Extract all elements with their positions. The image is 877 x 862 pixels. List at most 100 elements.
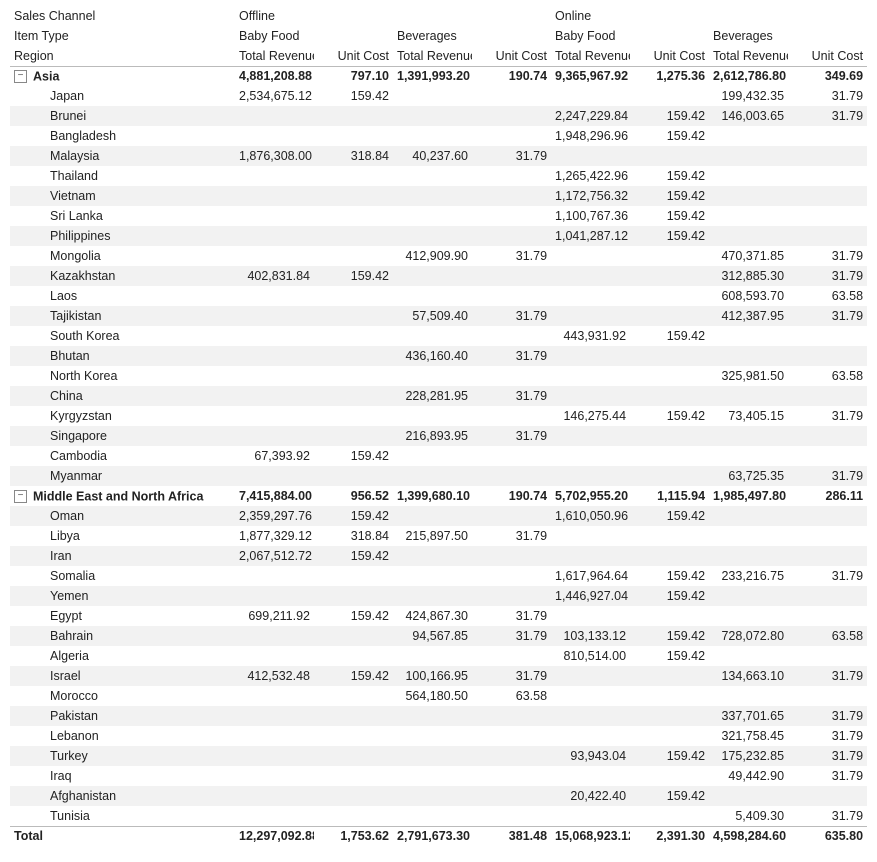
cell-on_bv_rev bbox=[709, 206, 788, 226]
data-row[interactable]: Bahrain94,567.8531.79103,133.12159.42728… bbox=[10, 626, 867, 646]
cell-off_bv_rev bbox=[393, 226, 472, 246]
row-label: South Korea bbox=[10, 326, 235, 346]
data-row[interactable]: Iraq49,442.9031.79 bbox=[10, 766, 867, 786]
cell-off_bf_uc bbox=[314, 746, 393, 766]
data-row[interactable]: Philippines1,041,287.12159.42 bbox=[10, 226, 867, 246]
header-off-beverages[interactable]: Beverages bbox=[393, 26, 551, 46]
cell-on_bf_rev bbox=[551, 546, 630, 566]
data-row[interactable]: Turkey93,943.04159.42175,232.8531.79 bbox=[10, 746, 867, 766]
measure-header[interactable]: Unit Cost bbox=[314, 46, 393, 66]
cell-on_bf_rev bbox=[551, 606, 630, 626]
header-online[interactable]: Online bbox=[551, 6, 867, 26]
data-row[interactable]: Algeria810,514.00159.42 bbox=[10, 646, 867, 666]
cell-off_bf_rev: 402,831.84 bbox=[235, 266, 314, 286]
data-row[interactable]: Israel412,532.48159.42100,166.9531.79134… bbox=[10, 666, 867, 686]
cell-off_bv_rev: 57,509.40 bbox=[393, 306, 472, 326]
cell-on_bf_rev bbox=[551, 526, 630, 546]
data-row[interactable]: Libya1,877,329.12318.84215,897.5031.79 bbox=[10, 526, 867, 546]
cell-off_bv_rev bbox=[393, 726, 472, 746]
header-on-babyfood[interactable]: Baby Food bbox=[551, 26, 709, 46]
dim-sales-channel[interactable]: Sales Channel bbox=[10, 6, 235, 26]
data-row[interactable]: South Korea443,931.92159.42 bbox=[10, 326, 867, 346]
cell-off_bf_rev bbox=[235, 186, 314, 206]
data-row[interactable]: Somalia1,617,964.64159.42233,216.7531.79 bbox=[10, 566, 867, 586]
measure-header[interactable]: Unit Cost bbox=[788, 46, 867, 66]
cell-off_bf_uc bbox=[314, 406, 393, 426]
data-row[interactable]: Vietnam1,172,756.32159.42 bbox=[10, 186, 867, 206]
data-row[interactable]: Pakistan337,701.6531.79 bbox=[10, 706, 867, 726]
dim-item-type[interactable]: Item Type bbox=[10, 26, 235, 46]
data-row[interactable]: Mongolia412,909.9031.79470,371.8531.79 bbox=[10, 246, 867, 266]
cell-on_bf_rev: 1,617,964.64 bbox=[551, 566, 630, 586]
header-on-beverages[interactable]: Beverages bbox=[709, 26, 867, 46]
cell-off_bf_uc bbox=[314, 686, 393, 706]
data-row[interactable]: Laos608,593.7063.58 bbox=[10, 286, 867, 306]
cell-on_bf_rev bbox=[551, 346, 630, 366]
cell-off_bv_uc bbox=[472, 446, 551, 466]
data-row[interactable]: Kazakhstan402,831.84159.42312,885.3031.7… bbox=[10, 266, 867, 286]
group-row[interactable]: −Asia4,881,208.88797.101,391,993.20190.7… bbox=[10, 66, 867, 86]
cell-off_bf_rev bbox=[235, 466, 314, 486]
group-row[interactable]: −Middle East and North Africa7,415,884.0… bbox=[10, 486, 867, 506]
dim-region[interactable]: Region bbox=[10, 46, 235, 66]
cell-off_bf_rev bbox=[235, 226, 314, 246]
data-row[interactable]: Tajikistan57,509.4031.79412,387.9531.79 bbox=[10, 306, 867, 326]
data-row[interactable]: Brunei2,247,229.84159.42146,003.6531.79 bbox=[10, 106, 867, 126]
cell-on_bv_rev: 175,232.85 bbox=[709, 746, 788, 766]
data-row[interactable]: Bhutan436,160.4031.79 bbox=[10, 346, 867, 366]
cell-off_bv_rev bbox=[393, 286, 472, 306]
data-row[interactable]: Thailand1,265,422.96159.42 bbox=[10, 166, 867, 186]
cell-on_bv_rev: 199,432.35 bbox=[709, 86, 788, 106]
data-row[interactable]: Myanmar63,725.3531.79 bbox=[10, 466, 867, 486]
measure-header[interactable]: Total Revenue bbox=[709, 46, 788, 66]
data-row[interactable]: Tunisia5,409.3031.79 bbox=[10, 806, 867, 826]
data-row[interactable]: Japan2,534,675.12159.42199,432.3531.79 bbox=[10, 86, 867, 106]
cell-off_bv_rev bbox=[393, 466, 472, 486]
cell-on_bf_uc: 159.42 bbox=[630, 746, 709, 766]
cell-on_bv_rev: 233,216.75 bbox=[709, 566, 788, 586]
header-offline[interactable]: Offline bbox=[235, 6, 551, 26]
data-row[interactable]: Singapore216,893.9531.79 bbox=[10, 426, 867, 446]
cell-off_bv_uc: 31.79 bbox=[472, 346, 551, 366]
row-label: Oman bbox=[10, 506, 235, 526]
cell-off_bv_uc bbox=[472, 126, 551, 146]
measure-header[interactable]: Total Revenue bbox=[393, 46, 472, 66]
data-row[interactable]: Lebanon321,758.4531.79 bbox=[10, 726, 867, 746]
cell-off_bv_rev: 1,399,680.10 bbox=[393, 486, 472, 506]
data-row[interactable]: Cambodia67,393.92159.42 bbox=[10, 446, 867, 466]
cell-on_bv_rev: 470,371.85 bbox=[709, 246, 788, 266]
data-row[interactable]: Yemen1,446,927.04159.42 bbox=[10, 586, 867, 606]
cell-on_bf_rev bbox=[551, 286, 630, 306]
data-row[interactable]: Afghanistan20,422.40159.42 bbox=[10, 786, 867, 806]
data-row[interactable]: Bangladesh1,948,296.96159.42 bbox=[10, 126, 867, 146]
cell-off_bv_rev bbox=[393, 86, 472, 106]
collapse-icon[interactable]: − bbox=[14, 70, 27, 83]
data-row[interactable]: Kyrgyzstan146,275.44159.4273,405.1531.79 bbox=[10, 406, 867, 426]
data-row[interactable]: Egypt699,211.92159.42424,867.3031.79 bbox=[10, 606, 867, 626]
row-label: Iraq bbox=[10, 766, 235, 786]
cell-off_bv_rev bbox=[393, 706, 472, 726]
cell-on_bv_uc: 286.11 bbox=[788, 486, 867, 506]
data-row[interactable]: Iran2,067,512.72159.42 bbox=[10, 546, 867, 566]
cell-off_bf_uc bbox=[314, 126, 393, 146]
data-row[interactable]: Morocco564,180.5063.58 bbox=[10, 686, 867, 706]
measure-header[interactable]: Unit Cost bbox=[630, 46, 709, 66]
cell-on_bv_rev bbox=[709, 786, 788, 806]
data-row[interactable]: Oman2,359,297.76159.421,610,050.96159.42 bbox=[10, 506, 867, 526]
cell-on_bv_uc bbox=[788, 686, 867, 706]
cell-off_bf_rev bbox=[235, 386, 314, 406]
data-row[interactable]: Malaysia1,876,308.00318.8440,237.6031.79 bbox=[10, 146, 867, 166]
cell-on_bv_uc: 63.58 bbox=[788, 286, 867, 306]
cell-off_bf_uc bbox=[314, 386, 393, 406]
measure-header[interactable]: Total Revenue bbox=[235, 46, 314, 66]
measure-header[interactable]: Unit Cost bbox=[472, 46, 551, 66]
header-off-babyfood[interactable]: Baby Food bbox=[235, 26, 393, 46]
cell-off_bf_rev: 2,534,675.12 bbox=[235, 86, 314, 106]
collapse-icon[interactable]: − bbox=[14, 490, 27, 503]
cell-off_bf_uc: 956.52 bbox=[314, 486, 393, 506]
data-row[interactable]: North Korea325,981.5063.58 bbox=[10, 366, 867, 386]
data-row[interactable]: China228,281.9531.79 bbox=[10, 386, 867, 406]
measure-header[interactable]: Total Revenue bbox=[551, 46, 630, 66]
cell-off_bf_rev bbox=[235, 286, 314, 306]
data-row[interactable]: Sri Lanka1,100,767.36159.42 bbox=[10, 206, 867, 226]
